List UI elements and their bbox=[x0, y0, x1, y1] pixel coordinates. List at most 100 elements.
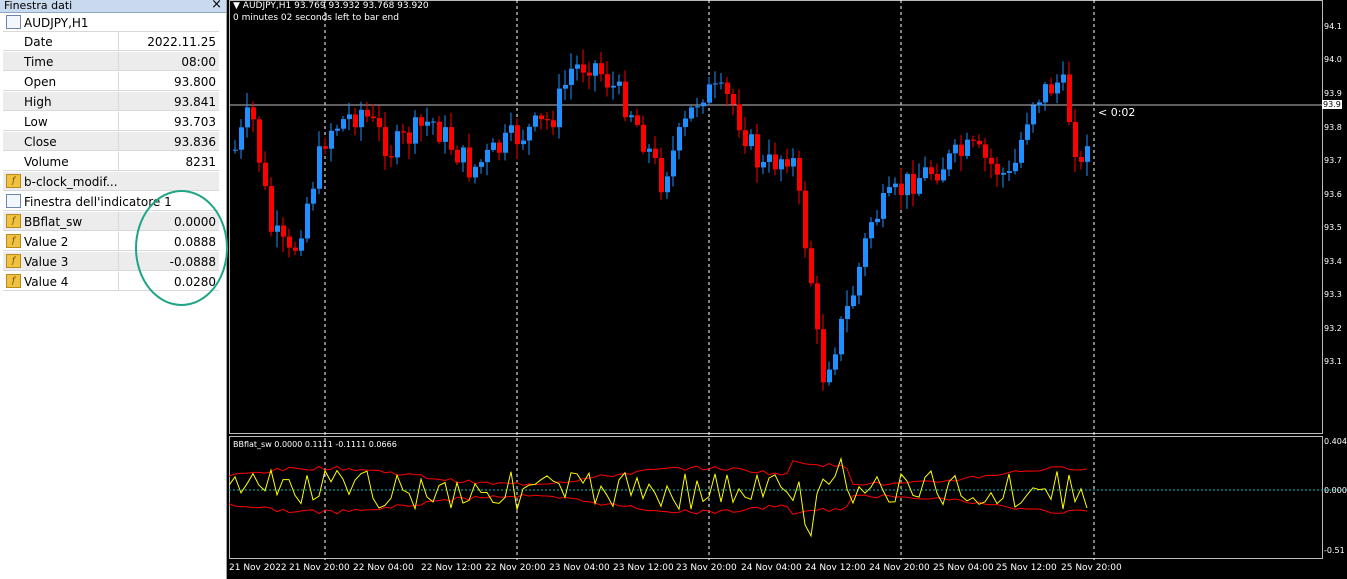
bear-candle bbox=[959, 144, 964, 156]
indicator-function-icon: f bbox=[6, 274, 21, 288]
bear-candle bbox=[773, 154, 778, 170]
chart-symbol: AUDJPY,H1 bbox=[242, 1, 292, 11]
bear-candle bbox=[755, 134, 760, 168]
bear-candle bbox=[449, 127, 454, 150]
time-tick: 25 Nov 12:00 bbox=[996, 563, 1057, 573]
bull-candle bbox=[689, 107, 694, 119]
bear-candle bbox=[911, 174, 916, 194]
bear-candle bbox=[497, 142, 502, 153]
bear-candle bbox=[605, 74, 610, 88]
bull-candle bbox=[1055, 82, 1060, 94]
bull-candle bbox=[533, 115, 538, 127]
field-value: 2022.11.25 bbox=[147, 35, 216, 49]
field-label: High bbox=[24, 95, 52, 109]
bear-candle bbox=[989, 157, 994, 164]
bull-candle bbox=[629, 115, 634, 118]
price-chart[interactable]: ▼ AUDJPY,H1 93.769 93.932 93.768 93.920 … bbox=[229, 0, 1347, 579]
time-tick: 24 Nov 04:00 bbox=[741, 563, 802, 573]
bear-candle bbox=[257, 119, 262, 163]
bull-candle bbox=[305, 203, 310, 239]
price-tick: 93.1 bbox=[1324, 357, 1342, 366]
bull-candle bbox=[491, 142, 496, 150]
bear-candle bbox=[653, 148, 658, 158]
bear-candle bbox=[1079, 156, 1084, 162]
bull-candle bbox=[713, 83, 718, 85]
bear-candle bbox=[809, 248, 814, 284]
field-row-low: Low 93.703 bbox=[3, 112, 219, 131]
field-value: 93.836 bbox=[174, 135, 216, 149]
chart-window-icon bbox=[6, 15, 21, 29]
bull-candle bbox=[557, 88, 562, 128]
bear-candle bbox=[281, 225, 286, 237]
time-tick: 21 Nov 20:00 bbox=[289, 563, 350, 573]
field-row-date: Date 2022.11.25 bbox=[3, 32, 219, 51]
bull-candle bbox=[413, 117, 418, 144]
bear-candle bbox=[995, 163, 1000, 175]
bull-candle bbox=[887, 187, 892, 194]
field-value: 93.841 bbox=[174, 95, 216, 109]
bear-candle bbox=[623, 81, 628, 118]
field-label: Value 3 bbox=[24, 255, 69, 269]
time-tick: 22 Nov 20:00 bbox=[485, 563, 546, 573]
field-row-close: Close 93.836 bbox=[3, 132, 219, 151]
bull-candle bbox=[767, 154, 772, 162]
indicator-value-row: f Value 3 -0.0888 bbox=[3, 252, 219, 271]
bull-candle bbox=[329, 130, 334, 149]
bull-candle bbox=[719, 82, 724, 84]
bear-candle bbox=[419, 117, 424, 126]
bull-candle bbox=[695, 106, 700, 108]
price-tick: 93.2 bbox=[1324, 324, 1342, 333]
field-value: -0.0888 bbox=[169, 255, 216, 269]
indicator-main-label: b-clock_modif... bbox=[24, 175, 118, 189]
bull-candle bbox=[923, 167, 928, 179]
bull-candle bbox=[1007, 171, 1012, 173]
bull-candle bbox=[917, 178, 922, 194]
bull-candle bbox=[341, 119, 346, 129]
bull-candle bbox=[233, 149, 238, 151]
bull-candle bbox=[833, 354, 838, 370]
bull-candle bbox=[563, 84, 568, 89]
bear-candle bbox=[293, 247, 298, 251]
bear-candle bbox=[899, 183, 904, 196]
dropdown-triangle-icon[interactable]: ▼ bbox=[233, 1, 240, 11]
bear-candle bbox=[539, 115, 544, 120]
bull-candle bbox=[1001, 172, 1006, 175]
field-value: 0.0000 bbox=[174, 215, 216, 229]
bull-candle bbox=[479, 162, 484, 167]
bear-candle bbox=[323, 146, 328, 149]
bear-candle bbox=[467, 147, 472, 178]
bear-candle bbox=[1067, 74, 1072, 123]
bear-candle bbox=[971, 139, 976, 141]
bull-candle bbox=[965, 139, 970, 156]
bull-candle bbox=[431, 121, 436, 123]
bull-candle bbox=[617, 81, 622, 86]
main-pane-frame bbox=[229, 0, 1323, 434]
indicator-value-row: f Value 2 0.0888 bbox=[3, 232, 219, 251]
bear-candle bbox=[797, 158, 802, 191]
bull-candle bbox=[275, 225, 280, 232]
bull-candle bbox=[359, 109, 364, 128]
indicator-main-row[interactable]: f b-clock_modif... bbox=[3, 172, 219, 191]
field-row-time: Time 08:00 bbox=[3, 52, 219, 71]
bull-candle bbox=[665, 176, 670, 193]
time-tick: 25 Nov 20:00 bbox=[1061, 563, 1122, 573]
current-price-label: 93.9 bbox=[1322, 100, 1342, 109]
symbol-row[interactable]: AUDJPY,H1 bbox=[3, 13, 219, 32]
data-window-titlebar[interactable]: Finestra dati × bbox=[0, 0, 226, 13]
time-tick: 23 Nov 04:00 bbox=[549, 563, 610, 573]
bear-candle bbox=[263, 162, 268, 187]
bear-candle bbox=[407, 132, 412, 144]
chart-canvas[interactable] bbox=[229, 0, 1347, 579]
close-icon[interactable]: × bbox=[211, 0, 222, 12]
bear-candle bbox=[977, 140, 982, 145]
bear-candle bbox=[551, 120, 556, 128]
bull-candle bbox=[443, 127, 448, 142]
field-value: 0.0280 bbox=[174, 275, 216, 289]
bull-candle bbox=[869, 222, 874, 239]
bear-candle bbox=[743, 130, 748, 147]
bull-candle bbox=[461, 147, 466, 163]
bear-candle bbox=[287, 236, 292, 248]
bull-candle bbox=[395, 131, 400, 158]
indicator-window-row[interactable]: Finestra dell'indicatore 1 bbox=[3, 192, 219, 211]
field-value: 0.0888 bbox=[174, 235, 216, 249]
